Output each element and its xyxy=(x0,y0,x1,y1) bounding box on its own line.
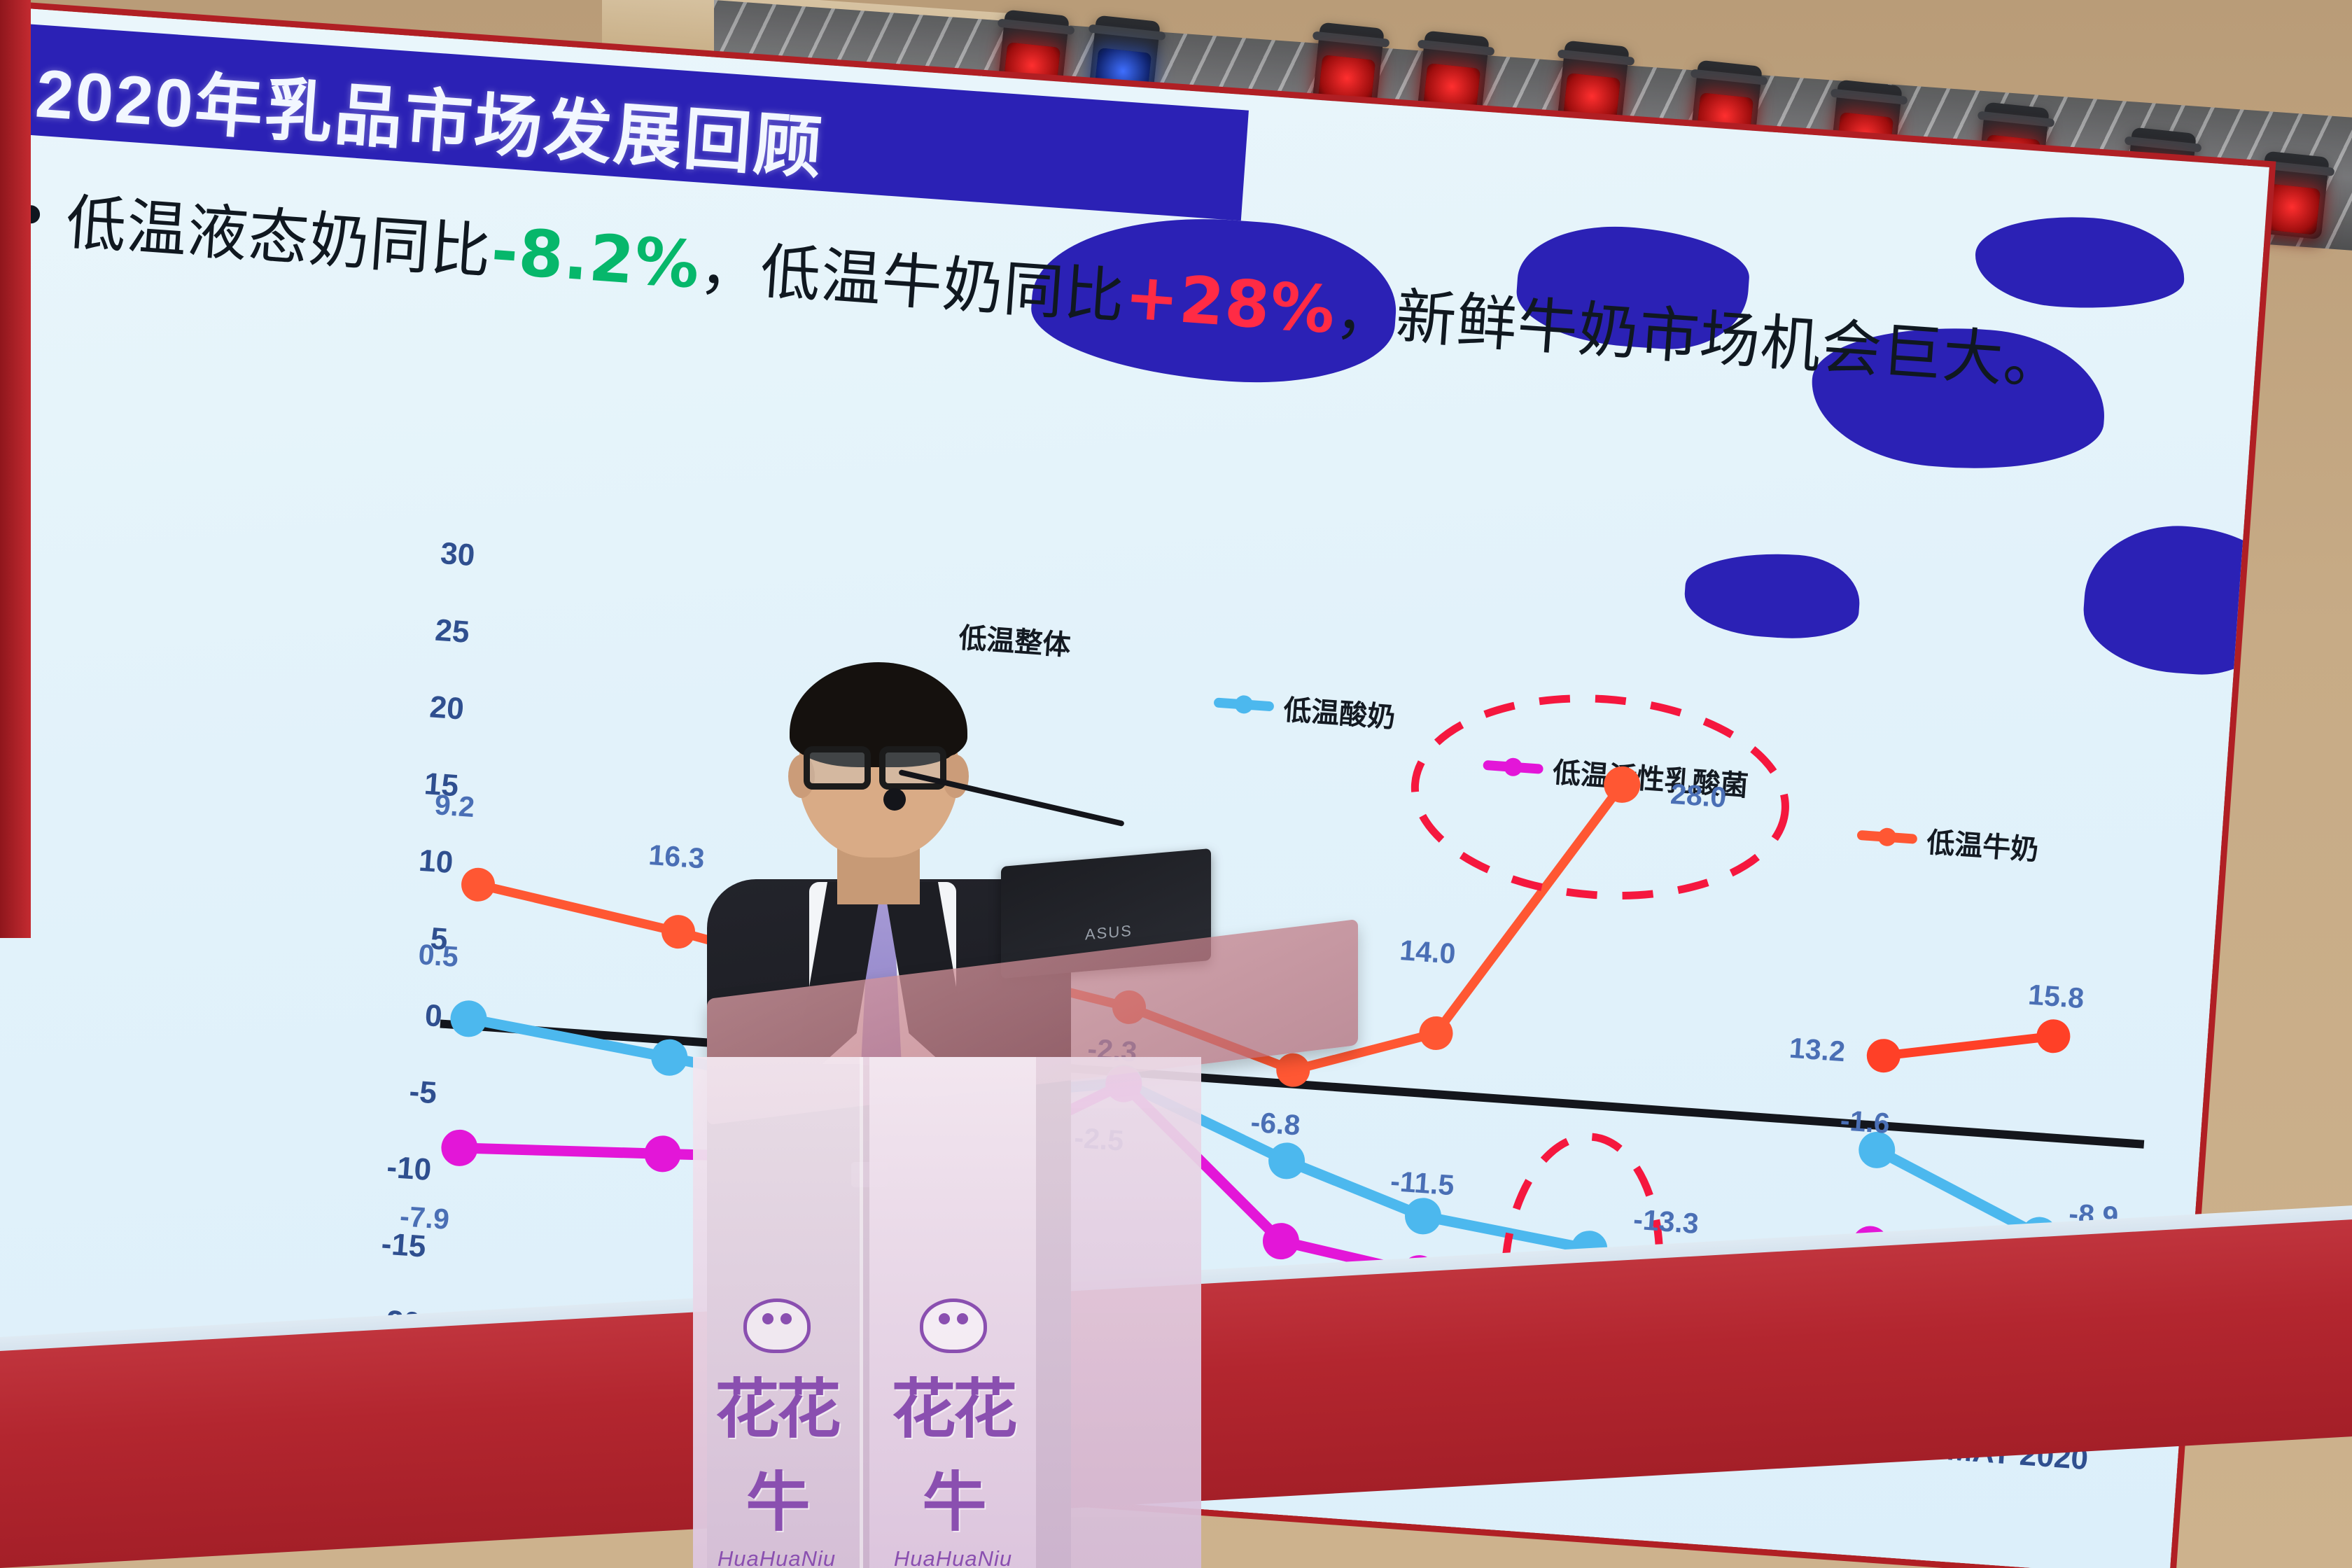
bullet-text-part1: 低温液态奶同比 xyxy=(63,187,494,288)
podium-logo-cn: 花花牛 xyxy=(715,1372,841,1540)
data-label: 9.2 xyxy=(433,788,476,824)
data-label: 28.0 xyxy=(1669,777,1728,814)
eyeglasses-right-lens xyxy=(879,746,946,790)
stage-light xyxy=(1417,30,1495,120)
highlight-ellipse-fresh-milk xyxy=(1410,694,1789,900)
bullet-highlight-decline: -8.2% xyxy=(489,214,703,303)
data-label: -13.3 xyxy=(1632,1203,1700,1240)
data-label: -11.5 xyxy=(1389,1164,1456,1202)
bullet-text-part2: ，低温牛奶同比 xyxy=(696,232,1128,332)
stage-light xyxy=(1312,22,1390,111)
data-label: 0.5 xyxy=(417,938,460,973)
ear-left xyxy=(788,755,815,798)
slide-title: 2020年乳品市场发展回顾 xyxy=(33,55,827,187)
cow-mascot-icon xyxy=(743,1298,811,1353)
series-line-yogurt-mat xyxy=(1871,1144,2045,1241)
laptop-brand-label: ASUS xyxy=(1085,921,1133,944)
cow-pattern-spot xyxy=(1972,209,2188,316)
data-label: 13.2 xyxy=(1788,1031,1847,1068)
podium-logo-right: 花花牛 HuaHuaNiu xyxy=(878,1298,1028,1568)
bullet-highlight-growth: +28% xyxy=(1122,258,1338,349)
cow-mascot-icon xyxy=(919,1298,987,1353)
data-label: -7.9 xyxy=(398,1200,451,1236)
red-side-curtain xyxy=(0,0,31,938)
cow-pattern-spot xyxy=(1681,547,1863,644)
podium-logo-left: 花花牛 HuaHuaNiu xyxy=(701,1298,852,1568)
microphone-head-icon xyxy=(883,788,906,811)
podium-logo-en: HuaHuaNiu xyxy=(893,1546,1013,1568)
series-points-fresh-milk-mat xyxy=(1866,1019,2071,1073)
ear-right xyxy=(942,755,969,798)
data-label: 15.8 xyxy=(2026,978,2085,1015)
series-line-fresh-milk-mat xyxy=(1879,1031,2058,1060)
podium-logo-en: HuaHuaNiu xyxy=(717,1546,836,1568)
eyeglasses-left-lens xyxy=(804,746,871,790)
podium: 花花牛 HuaHuaNiu 花花牛 HuaHuaNiu xyxy=(693,918,1358,1568)
podium-panel-left: 花花牛 HuaHuaNiu xyxy=(693,1057,860,1568)
stage-light xyxy=(2257,150,2335,240)
stage-light xyxy=(1557,40,1635,130)
data-label: 14.0 xyxy=(1399,934,1457,970)
podium-panel-right: 花花牛 HuaHuaNiu xyxy=(869,1057,1036,1568)
data-label: -1.6 xyxy=(1839,1104,1891,1140)
podium-logo-cn: 花花牛 xyxy=(891,1372,1017,1540)
